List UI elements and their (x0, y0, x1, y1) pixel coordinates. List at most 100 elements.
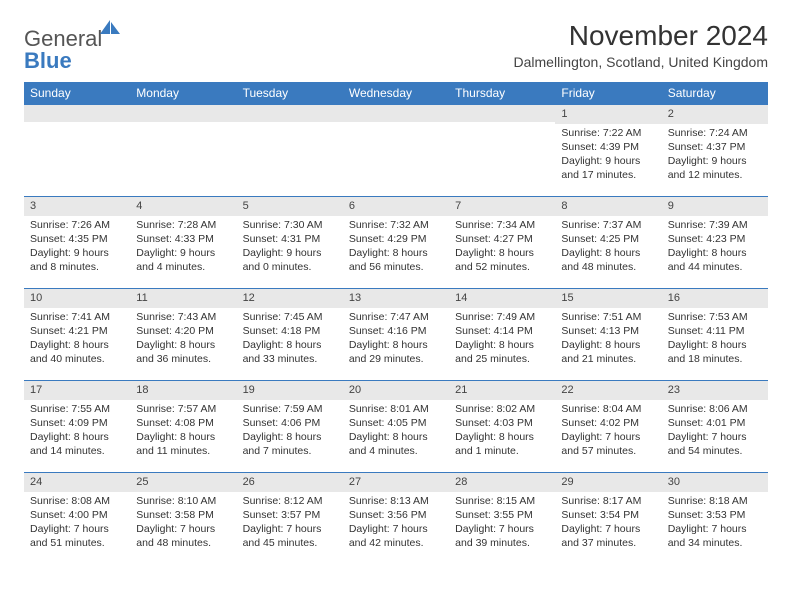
calendar-cell: 16Sunrise: 7:53 AMSunset: 4:11 PMDayligh… (662, 288, 768, 380)
sunset-text: Sunset: 3:55 PM (455, 508, 549, 522)
daylight-text: Daylight: 9 hours and 12 minutes. (668, 154, 762, 182)
sunrise-text: Sunrise: 7:45 AM (243, 310, 337, 324)
cell-body: Sunrise: 7:45 AMSunset: 4:18 PMDaylight:… (237, 308, 343, 373)
cell-number: 19 (237, 380, 343, 400)
daylight-text: Daylight: 8 hours and 4 minutes. (349, 430, 443, 458)
daylight-text: Daylight: 7 hours and 54 minutes. (668, 430, 762, 458)
cell-body: Sunrise: 8:13 AMSunset: 3:56 PMDaylight:… (343, 492, 449, 557)
sunset-text: Sunset: 4:39 PM (561, 140, 655, 154)
daylight-text: Daylight: 8 hours and 52 minutes. (455, 246, 549, 274)
calendar-cell: 9Sunrise: 7:39 AMSunset: 4:23 PMDaylight… (662, 196, 768, 288)
weekday-header-row: SundayMondayTuesdayWednesdayThursdayFrid… (24, 82, 768, 104)
sunrise-text: Sunrise: 7:53 AM (668, 310, 762, 324)
sunset-text: Sunset: 4:31 PM (243, 232, 337, 246)
cell-number: 11 (130, 288, 236, 308)
calendar-cell: 29Sunrise: 8:17 AMSunset: 3:54 PMDayligh… (555, 472, 661, 564)
calendar-cell: 22Sunrise: 8:04 AMSunset: 4:02 PMDayligh… (555, 380, 661, 472)
cell-body: Sunrise: 7:55 AMSunset: 4:09 PMDaylight:… (24, 400, 130, 465)
cell-body: Sunrise: 8:10 AMSunset: 3:58 PMDaylight:… (130, 492, 236, 557)
month-title: November 2024 (514, 20, 768, 52)
calendar-cell: 26Sunrise: 8:12 AMSunset: 3:57 PMDayligh… (237, 472, 343, 564)
logo: General Blue (24, 20, 120, 72)
sunrise-text: Sunrise: 7:51 AM (561, 310, 655, 324)
sunrise-text: Sunrise: 8:18 AM (668, 494, 762, 508)
calendar-cell: 8Sunrise: 7:37 AMSunset: 4:25 PMDaylight… (555, 196, 661, 288)
cell-body: Sunrise: 7:30 AMSunset: 4:31 PMDaylight:… (237, 216, 343, 281)
daylight-text: Daylight: 9 hours and 8 minutes. (30, 246, 124, 274)
sunset-text: Sunset: 4:02 PM (561, 416, 655, 430)
sunrise-text: Sunrise: 8:04 AM (561, 402, 655, 416)
sunset-text: Sunset: 4:33 PM (136, 232, 230, 246)
weekday-header: Thursday (449, 82, 555, 104)
calendar-cell: 14Sunrise: 7:49 AMSunset: 4:14 PMDayligh… (449, 288, 555, 380)
cell-number: 15 (555, 288, 661, 308)
cell-body: Sunrise: 8:08 AMSunset: 4:00 PMDaylight:… (24, 492, 130, 557)
calendar-cell-empty (449, 104, 555, 196)
sunrise-text: Sunrise: 7:43 AM (136, 310, 230, 324)
sunset-text: Sunset: 3:57 PM (243, 508, 337, 522)
cell-body: Sunrise: 8:04 AMSunset: 4:02 PMDaylight:… (555, 400, 661, 465)
cell-body: Sunrise: 7:53 AMSunset: 4:11 PMDaylight:… (662, 308, 768, 373)
daylight-text: Daylight: 8 hours and 29 minutes. (349, 338, 443, 366)
sunset-text: Sunset: 4:13 PM (561, 324, 655, 338)
daylight-text: Daylight: 8 hours and 7 minutes. (243, 430, 337, 458)
sunrise-text: Sunrise: 7:49 AM (455, 310, 549, 324)
cell-number: 24 (24, 472, 130, 492)
cell-body: Sunrise: 7:59 AMSunset: 4:06 PMDaylight:… (237, 400, 343, 465)
calendar-cell: 24Sunrise: 8:08 AMSunset: 4:00 PMDayligh… (24, 472, 130, 564)
cell-body: Sunrise: 8:02 AMSunset: 4:03 PMDaylight:… (449, 400, 555, 465)
sunrise-text: Sunrise: 7:22 AM (561, 126, 655, 140)
cell-number: 3 (24, 196, 130, 216)
daylight-text: Daylight: 7 hours and 45 minutes. (243, 522, 337, 550)
calendar-cell-empty (237, 104, 343, 196)
sunset-text: Sunset: 4:18 PM (243, 324, 337, 338)
cell-body: Sunrise: 8:15 AMSunset: 3:55 PMDaylight:… (449, 492, 555, 557)
calendar-cell: 25Sunrise: 8:10 AMSunset: 3:58 PMDayligh… (130, 472, 236, 564)
daylight-text: Daylight: 7 hours and 37 minutes. (561, 522, 655, 550)
calendar-cell: 19Sunrise: 7:59 AMSunset: 4:06 PMDayligh… (237, 380, 343, 472)
cell-body: Sunrise: 7:32 AMSunset: 4:29 PMDaylight:… (343, 216, 449, 281)
cell-number (343, 104, 449, 122)
logo-text: General Blue (24, 20, 120, 72)
sunset-text: Sunset: 4:09 PM (30, 416, 124, 430)
sunrise-text: Sunrise: 8:01 AM (349, 402, 443, 416)
sunset-text: Sunset: 4:23 PM (668, 232, 762, 246)
cell-body: Sunrise: 7:47 AMSunset: 4:16 PMDaylight:… (343, 308, 449, 373)
cell-body: Sunrise: 7:43 AMSunset: 4:20 PMDaylight:… (130, 308, 236, 373)
cell-number: 23 (662, 380, 768, 400)
calendar-cell: 17Sunrise: 7:55 AMSunset: 4:09 PMDayligh… (24, 380, 130, 472)
cell-number: 2 (662, 104, 768, 124)
cell-number: 25 (130, 472, 236, 492)
calendar-cell: 20Sunrise: 8:01 AMSunset: 4:05 PMDayligh… (343, 380, 449, 472)
daylight-text: Daylight: 7 hours and 42 minutes. (349, 522, 443, 550)
cell-number: 9 (662, 196, 768, 216)
daylight-text: Daylight: 8 hours and 56 minutes. (349, 246, 443, 274)
sunrise-text: Sunrise: 7:28 AM (136, 218, 230, 232)
calendar-cell: 5Sunrise: 7:30 AMSunset: 4:31 PMDaylight… (237, 196, 343, 288)
cell-number: 16 (662, 288, 768, 308)
cell-number: 14 (449, 288, 555, 308)
calendar-cell: 4Sunrise: 7:28 AMSunset: 4:33 PMDaylight… (130, 196, 236, 288)
daylight-text: Daylight: 8 hours and 40 minutes. (30, 338, 124, 366)
calendar-cell: 15Sunrise: 7:51 AMSunset: 4:13 PMDayligh… (555, 288, 661, 380)
cell-number: 17 (24, 380, 130, 400)
sunrise-text: Sunrise: 8:10 AM (136, 494, 230, 508)
sunrise-text: Sunrise: 7:32 AM (349, 218, 443, 232)
sunrise-text: Sunrise: 7:59 AM (243, 402, 337, 416)
calendar-cell: 11Sunrise: 7:43 AMSunset: 4:20 PMDayligh… (130, 288, 236, 380)
sunrise-text: Sunrise: 8:15 AM (455, 494, 549, 508)
calendar-cell: 21Sunrise: 8:02 AMSunset: 4:03 PMDayligh… (449, 380, 555, 472)
cell-body: Sunrise: 7:51 AMSunset: 4:13 PMDaylight:… (555, 308, 661, 373)
daylight-text: Daylight: 7 hours and 39 minutes. (455, 522, 549, 550)
weekday-header: Saturday (662, 82, 768, 104)
logo-sail-icon (100, 20, 120, 34)
cell-body: Sunrise: 8:06 AMSunset: 4:01 PMDaylight:… (662, 400, 768, 465)
cell-number: 22 (555, 380, 661, 400)
calendar-cell: 7Sunrise: 7:34 AMSunset: 4:27 PMDaylight… (449, 196, 555, 288)
cell-number: 10 (24, 288, 130, 308)
daylight-text: Daylight: 7 hours and 51 minutes. (30, 522, 124, 550)
sunset-text: Sunset: 4:01 PM (668, 416, 762, 430)
cell-number: 21 (449, 380, 555, 400)
sunrise-text: Sunrise: 8:02 AM (455, 402, 549, 416)
cell-body: Sunrise: 7:37 AMSunset: 4:25 PMDaylight:… (555, 216, 661, 281)
